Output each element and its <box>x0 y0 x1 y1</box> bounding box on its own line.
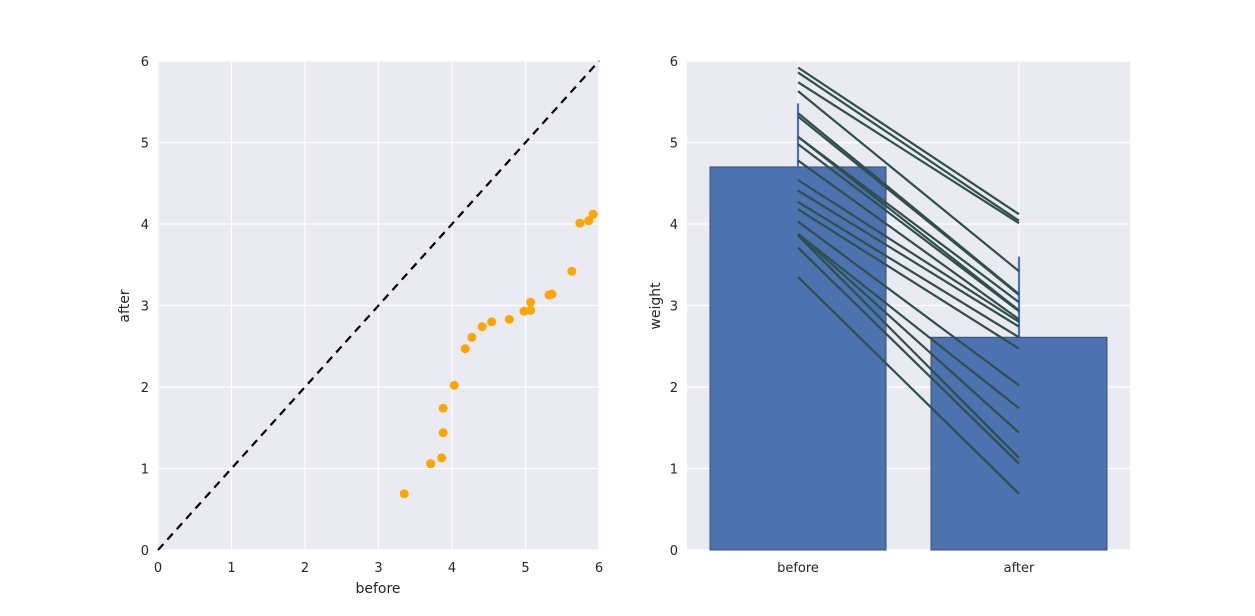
bar-before <box>709 166 887 551</box>
scatter-point <box>588 209 598 219</box>
paired-line <box>797 220 1020 387</box>
scatter-point <box>504 314 514 324</box>
y-tick-label: 4 <box>670 218 678 233</box>
x-tick-label: 2 <box>301 561 309 576</box>
scatter-point <box>438 403 448 413</box>
x-tick-label: 5 <box>521 561 529 576</box>
y-tick-label: 0 <box>141 544 149 559</box>
paired-line <box>797 234 1020 459</box>
x-tick-label: 0 <box>154 561 162 576</box>
y-tick-label: 2 <box>141 381 149 396</box>
y-tick-label: 6 <box>670 55 678 70</box>
paired-line <box>797 201 1020 339</box>
scatter-point <box>437 453 447 463</box>
paired-line <box>797 112 1020 295</box>
left-ylabel: after <box>117 289 133 322</box>
scatter-point <box>526 297 536 307</box>
y-tick-label: 0 <box>670 544 678 559</box>
paired-line <box>797 90 1020 273</box>
y-tick-label: 5 <box>670 137 678 152</box>
y-tick-label: 3 <box>141 300 149 315</box>
paired-line <box>797 143 1020 313</box>
y-tick-label: 3 <box>670 300 678 315</box>
y-tick-label: 1 <box>670 463 678 478</box>
scatter-point <box>399 489 409 499</box>
scatter-chart: 0 1 2 3 4 5 6 0 1 2 3 4 5 6 <box>141 55 603 576</box>
scatter-point <box>449 380 459 390</box>
x-tick-label: 6 <box>595 561 603 576</box>
bar-after <box>930 336 1108 551</box>
paired-line <box>797 81 1020 225</box>
scatter-point <box>460 344 470 354</box>
scatter-point <box>487 317 497 327</box>
right-ylabel: weight <box>648 282 664 330</box>
y-tick-label: 6 <box>141 55 149 70</box>
x-tick-label: 4 <box>448 561 456 576</box>
paired-line <box>797 208 1020 350</box>
y-tick-label: 4 <box>141 218 149 233</box>
x-tick-label: 1 <box>227 561 235 576</box>
paired-line <box>797 179 1020 323</box>
x-tick-label: 3 <box>374 561 382 576</box>
scatter-point <box>547 289 557 299</box>
x-tick-label: after <box>1004 561 1035 576</box>
scatter-point <box>467 332 477 342</box>
paired-line <box>797 246 1020 465</box>
y-tick-label: 5 <box>141 137 149 152</box>
bar-chart: 0 1 2 3 4 5 6 before after <box>670 55 1130 576</box>
scatter-point <box>519 306 529 316</box>
scatter-point <box>584 216 594 226</box>
paired-line <box>797 232 1020 434</box>
scatter-point <box>526 305 536 315</box>
scatter-point <box>567 266 577 276</box>
left-xlabel: before <box>355 581 400 597</box>
paired-line <box>797 66 1020 216</box>
scatter-point <box>477 322 487 332</box>
paired-line <box>797 276 1020 495</box>
y-tick-label: 1 <box>141 463 149 478</box>
paired-line <box>797 189 1020 328</box>
y-tick-label: 2 <box>670 381 678 396</box>
paired-line <box>797 135 1020 304</box>
scatter-point <box>575 218 585 228</box>
paired-line <box>797 71 1020 222</box>
identity-dashed-line <box>157 60 600 551</box>
scatter-point <box>438 428 448 438</box>
paired-line <box>797 232 1020 410</box>
x-tick-label: before <box>777 561 819 576</box>
scatter-point <box>426 459 436 469</box>
paired-line <box>797 159 1020 321</box>
